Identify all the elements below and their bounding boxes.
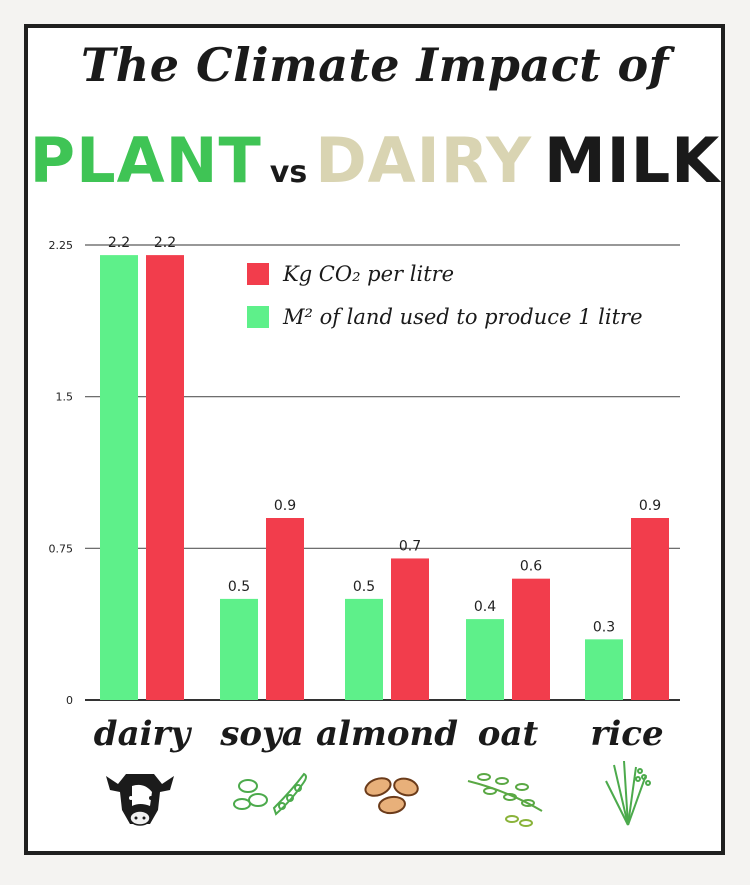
grid-lines: 0 0.75 1.5 2.25 bbox=[49, 239, 680, 707]
y-tick-label: 1.5 bbox=[56, 391, 74, 404]
bar-dairy-land bbox=[100, 255, 138, 700]
bar-oat-land bbox=[466, 619, 504, 700]
bar-rice-land bbox=[585, 639, 623, 700]
category-label-dairy: dairy bbox=[94, 714, 193, 754]
title-vs: vs bbox=[269, 155, 308, 190]
bar-almond-co2 bbox=[391, 558, 429, 700]
bars bbox=[100, 255, 669, 700]
rice-icon bbox=[605, 760, 651, 826]
category-label-soya: soya bbox=[219, 714, 304, 754]
category-labels: dairy soya almond oat rice bbox=[94, 714, 664, 754]
soybean-icon bbox=[233, 772, 307, 816]
legend-swatch bbox=[247, 306, 269, 328]
title-milk: MILK bbox=[543, 124, 721, 197]
cow-icon bbox=[106, 774, 174, 826]
bar-value-label: 0.9 bbox=[274, 498, 296, 514]
bar-value-label: 2.2 bbox=[154, 235, 176, 251]
category-label-oat: oat bbox=[478, 714, 539, 754]
bar-dairy-co2 bbox=[146, 255, 184, 700]
bar-soya-co2 bbox=[266, 518, 304, 700]
bar-soya-land bbox=[220, 598, 258, 700]
bar-almond-land bbox=[345, 598, 383, 700]
legend-swatch bbox=[247, 263, 269, 285]
legend-label: M² of land used to produce 1 litre bbox=[282, 305, 643, 329]
bar-value-label: 0.5 bbox=[228, 579, 250, 595]
bar-value-label: 0.9 bbox=[639, 498, 661, 514]
legend-label: Kg CO₂ per litre bbox=[282, 262, 454, 286]
chart-title-line2: PLANT vs DAIRY MILK bbox=[0, 124, 750, 197]
y-tick-label: 0.75 bbox=[49, 542, 74, 555]
almond-icon bbox=[364, 777, 419, 815]
category-label-almond: almond bbox=[316, 714, 458, 754]
category-label-rice: rice bbox=[590, 714, 663, 754]
y-tick-label: 2.25 bbox=[49, 239, 74, 252]
oat-icon bbox=[467, 773, 543, 827]
y-tick-label: 0 bbox=[66, 694, 73, 707]
title-plant: PLANT bbox=[29, 124, 262, 197]
bar-value-label: 0.5 bbox=[353, 579, 375, 595]
bar-value-label: 0.6 bbox=[520, 559, 542, 575]
bar-value-label: 2.2 bbox=[108, 235, 130, 251]
bar-value-labels: 2.2 2.2 0.5 0.9 0.5 0.7 0.4 0.6 0.3 0.9 bbox=[108, 235, 661, 635]
bar-value-label: 0.3 bbox=[593, 619, 615, 635]
bar-value-label: 0.4 bbox=[474, 599, 496, 615]
bar-oat-co2 bbox=[512, 578, 550, 700]
title-dairy: DAIRY bbox=[315, 124, 532, 197]
legend: Kg CO₂ per litre M² of land used to produ… bbox=[247, 262, 643, 329]
chart-title-line1: The Climate Impact of bbox=[81, 38, 669, 92]
bar-rice-co2 bbox=[631, 518, 669, 700]
bar-value-label: 0.7 bbox=[399, 538, 421, 554]
chart-frame bbox=[24, 24, 725, 855]
